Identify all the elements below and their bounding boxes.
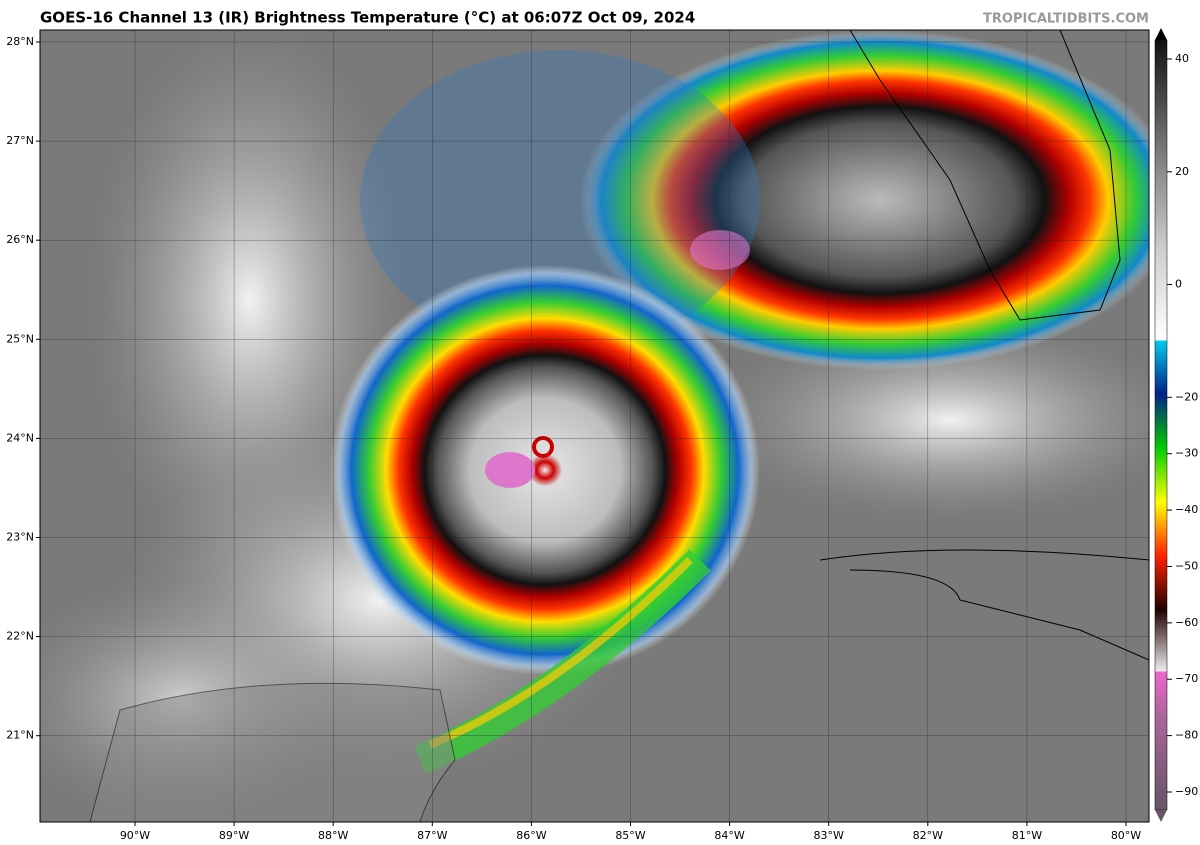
colorbar-tick-label: −80: [1175, 729, 1198, 742]
lon-tick-label: 82°W: [913, 829, 943, 842]
lon-tick-label: 84°W: [714, 829, 744, 842]
grid: 28°N 27°N 26°N 25°N 24°N 23°N 22°N 21°N 90°W 89°W…: [6, 30, 1149, 842]
satellite-image: [40, 30, 1149, 822]
colorbar-tick-label: −40: [1175, 503, 1198, 516]
lat-tick-label: 21°N: [6, 729, 34, 742]
lat-tick-label: 28°N: [6, 35, 34, 48]
map-frame: [39, 29, 1150, 823]
colorbar-tick-label: −60: [1175, 616, 1198, 629]
colorbar-tick-label: −90: [1175, 785, 1198, 798]
colorbar-tick-label: −50: [1175, 559, 1198, 572]
colorbar-tick-label: −70: [1175, 672, 1198, 685]
lon-tick-label: 90°W: [120, 829, 150, 842]
lat-tick-label: 23°N: [6, 531, 34, 544]
lon-tick-label: 86°W: [516, 829, 546, 842]
colorbar-tick-label: 40: [1175, 52, 1189, 65]
colorbar-ticks: 40 20 0 −20 −30 −40 −50 −60 −70 −80 −90: [1167, 52, 1198, 798]
lon-tick-label: 80°W: [1111, 829, 1141, 842]
lat-tick-label: 25°N: [6, 332, 34, 345]
lat-tick-label: 27°N: [6, 134, 34, 147]
colorbar-tick-label: 20: [1175, 165, 1189, 178]
lon-tick-label: 87°W: [417, 829, 447, 842]
colorbar-tick-label: −30: [1175, 447, 1198, 460]
colorbar-tick-label: −20: [1175, 390, 1198, 403]
colorbar-tick-label: 0: [1175, 278, 1182, 291]
lon-tick-label: 85°W: [615, 829, 645, 842]
lon-tick-label: 81°W: [1012, 829, 1042, 842]
title: GOES-16 Channel 13 (IR) Brightness Tempe…: [40, 9, 695, 27]
colorbar-extend: [1155, 810, 1167, 822]
lat-tick-label: 22°N: [6, 630, 34, 643]
credit: TROPICALTIDBITS.COM: [983, 12, 1149, 27]
lat-tick-label: 26°N: [6, 233, 34, 246]
lon-tick-label: 88°W: [318, 829, 348, 842]
colorbar-extend: [1155, 28, 1167, 40]
colorbar: [1154, 39, 1168, 811]
lon-tick-label: 89°W: [219, 829, 249, 842]
lat-tick-label: 24°N: [6, 431, 34, 444]
lon-tick-label: 83°W: [814, 829, 844, 842]
